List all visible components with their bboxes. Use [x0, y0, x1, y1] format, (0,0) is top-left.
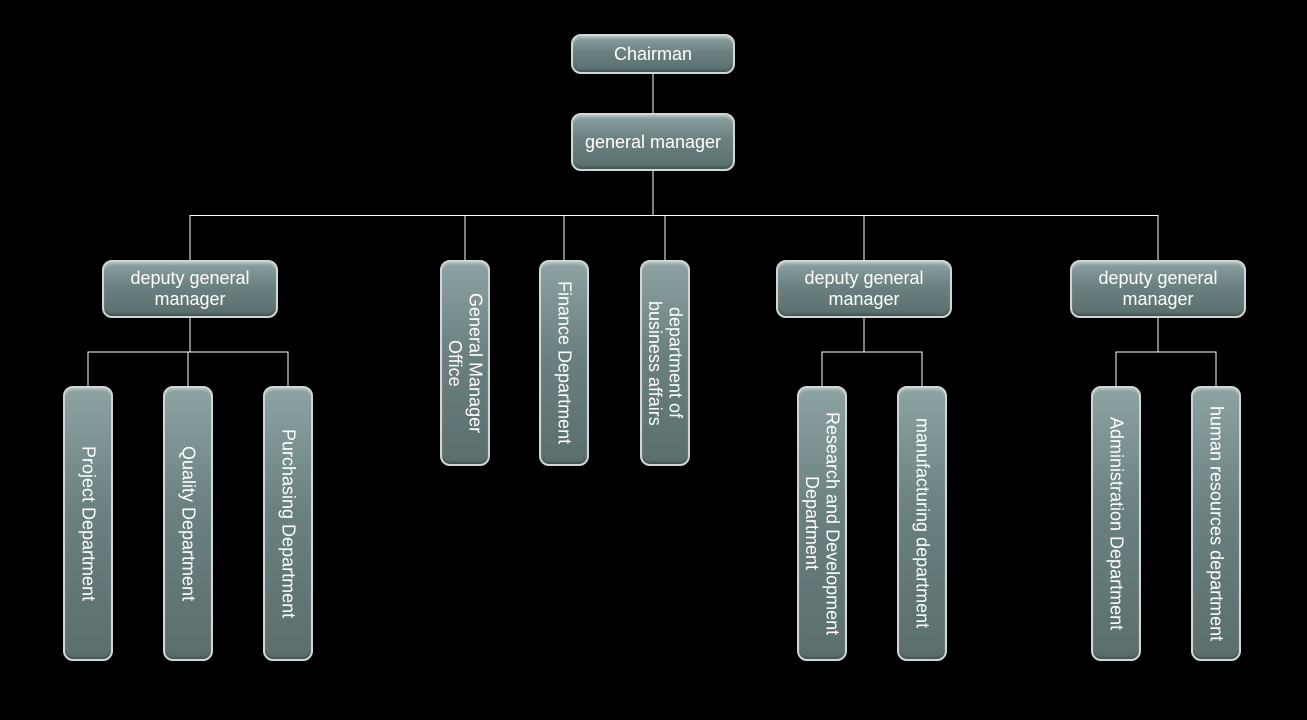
- org-node-quality: Quality Department: [163, 386, 213, 661]
- org-node-gm: general manager: [571, 113, 735, 171]
- org-node-hr: human resources department: [1191, 386, 1241, 661]
- org-node-label: manufacturing department: [910, 410, 935, 636]
- org-node-dgm1: deputy general manager: [102, 260, 278, 318]
- org-node-label: deputy general manager: [1072, 264, 1244, 313]
- connector-dgm2-rnd: [822, 318, 864, 386]
- org-node-label: Quality Department: [176, 438, 201, 609]
- connector-gm-dgm3: [653, 171, 1158, 260]
- org-node-chairman: Chairman: [571, 34, 735, 74]
- org-node-manufacturing: manufacturing department: [897, 386, 947, 661]
- org-node-label: human resources department: [1204, 398, 1229, 649]
- org-node-project: Project Department: [63, 386, 113, 661]
- org-node-dgm3: deputy general manager: [1070, 260, 1246, 318]
- org-node-purchasing: Purchasing Department: [263, 386, 313, 661]
- org-node-label: general manager: [579, 128, 727, 157]
- org-node-label: Chairman: [608, 40, 698, 69]
- org-node-label: Research and Development Department: [799, 388, 844, 659]
- org-node-label: department of business affairs: [642, 262, 687, 464]
- org-node-rnd: Research and Development Department: [797, 386, 847, 661]
- org-node-label: Purchasing Department: [276, 421, 301, 626]
- org-node-finance: Finance Department: [539, 260, 589, 466]
- org-node-label: General Manager Office: [442, 262, 487, 464]
- connector-dgm1-purchasing: [190, 318, 288, 386]
- connector-dgm3-admin: [1116, 318, 1158, 386]
- org-node-admin: Administration Department: [1091, 386, 1141, 661]
- org-node-dgm2: deputy general manager: [776, 260, 952, 318]
- org-node-label: deputy general manager: [778, 264, 950, 313]
- connector-dgm3-hr: [1158, 318, 1216, 386]
- org-node-label: Administration Department: [1104, 409, 1129, 638]
- org-node-label: deputy general manager: [104, 264, 276, 313]
- org-node-business: department of business affairs: [640, 260, 690, 466]
- org-node-gmo: General Manager Office: [440, 260, 490, 466]
- org-node-label: Finance Department: [552, 273, 577, 452]
- connector-dgm2-manufacturing: [864, 318, 922, 386]
- connector-gm-finance: [564, 171, 653, 260]
- org-node-label: Project Department: [76, 438, 101, 609]
- connector-dgm1-project: [88, 318, 190, 386]
